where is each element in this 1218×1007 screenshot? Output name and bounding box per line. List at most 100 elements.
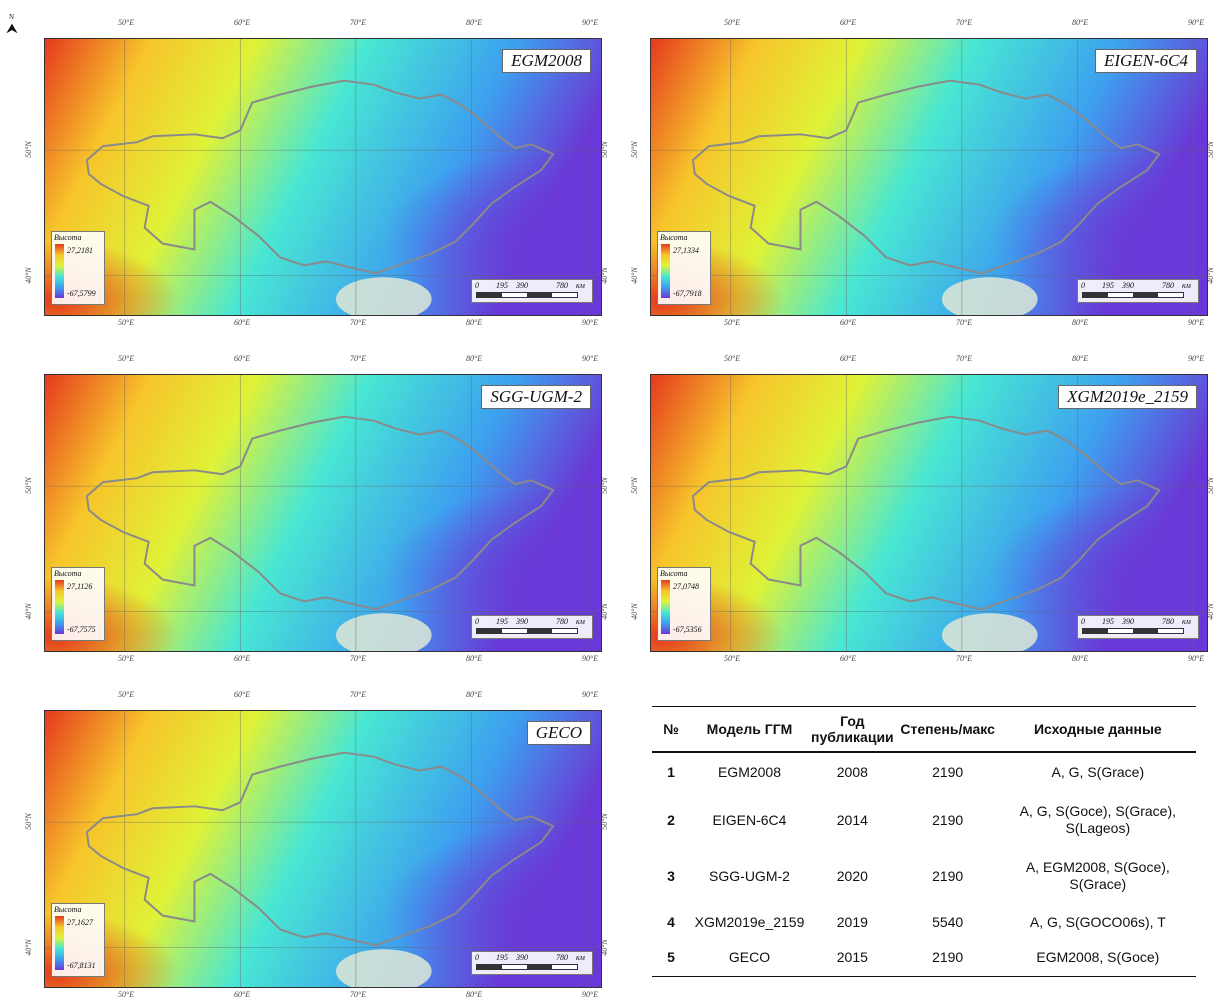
header-model: Модель ГГМ	[690, 706, 809, 753]
scale-label: км	[576, 953, 585, 962]
cell-degree: 2190	[895, 940, 1000, 977]
lat-tick-left: 50°N	[629, 477, 639, 494]
lon-tick-top: 50°E	[118, 690, 135, 699]
legend-min: -67,5799	[67, 289, 96, 298]
lon-tick-top: 70°E	[956, 354, 973, 363]
legend-max: 27,1627	[67, 918, 93, 927]
lon-tick-top: 60°E	[840, 354, 857, 363]
lon-tick-bottom: 50°E	[724, 318, 741, 327]
scale-label: 195	[1102, 617, 1114, 626]
lon-tick-top: 80°E	[466, 690, 483, 699]
cell-num: 3	[667, 867, 675, 884]
cell-num: 4	[667, 913, 675, 930]
lon-tick-bottom: 90°E	[1188, 318, 1205, 327]
lon-tick-top: 80°E	[466, 18, 483, 27]
scale-graphic	[1082, 292, 1184, 298]
lon-tick-top: 80°E	[1072, 354, 1089, 363]
lon-tick-bottom: 70°E	[350, 990, 367, 999]
north-glyph: ⮝	[6, 22, 18, 37]
lat-tick-left: 50°N	[23, 813, 33, 830]
scale-label: 0	[475, 281, 479, 290]
scale-label: 390	[1122, 617, 1134, 626]
legend-max: 27,0748	[673, 582, 699, 591]
scale-label: 195	[496, 953, 508, 962]
map-title: XGM2019e_2159	[1058, 385, 1197, 409]
legend-color-bar	[661, 244, 670, 298]
scale-label: 390	[516, 617, 528, 626]
lat-tick-right: 50°N	[599, 477, 609, 494]
height-legend: Высота 27,1627 -67,8131	[51, 903, 105, 977]
lon-tick-bottom: 80°E	[466, 654, 483, 663]
lat-tick-right: 50°N	[599, 813, 609, 830]
table-row: 2 EIGEN-6C4 2014 2190 A, G, S(Goce), S(G…	[652, 792, 1196, 848]
scale-label: 390	[1122, 281, 1134, 290]
table-row: 1 EGM2008 2008 2190 A, G, S(Grace)	[652, 752, 1196, 792]
geoid-surface	[45, 39, 601, 315]
scale-label: 195	[496, 281, 508, 290]
lat-tick-right: 40°N	[599, 603, 609, 620]
scale-label: 390	[516, 953, 528, 962]
scale-graphic	[476, 964, 578, 970]
cell-year: 2015	[809, 940, 896, 977]
lon-tick-top: 70°E	[956, 18, 973, 27]
north-arrow-icon: N ⮝	[6, 13, 18, 38]
geoid-surface	[45, 711, 601, 987]
legend-max: 27,1126	[67, 582, 93, 591]
table-row: 3 SGG-UGM-2 2020 2190 A, EGM2008, S(Goce…	[652, 848, 1196, 904]
lon-tick-bottom: 60°E	[234, 318, 251, 327]
lon-tick-top: 70°E	[350, 690, 367, 699]
legend-max: 27,2181	[67, 246, 93, 255]
cell-num: 1	[667, 764, 675, 780]
cell-degree: 2190	[932, 867, 964, 884]
lat-tick-right: 40°N	[599, 939, 609, 956]
lon-tick-top: 70°E	[350, 354, 367, 363]
geoid-map-3: SGG-UGM-2 Высота 27,1126 -67,7575 0 195 390 780…	[44, 374, 602, 652]
map-title: EIGEN-6C4	[1094, 49, 1197, 73]
legend-title: Высота	[660, 569, 688, 578]
scale-bar: 0 195 390 780 км	[471, 279, 593, 303]
header-source: Исходные данные	[999, 706, 1196, 753]
legend-color-bar	[55, 580, 64, 634]
lon-tick-bottom: 70°E	[956, 318, 973, 327]
cell-model: XGM2019e_2159	[694, 913, 805, 930]
lon-tick-bottom: 60°E	[234, 654, 251, 663]
lat-tick-left: 40°N	[629, 603, 639, 620]
map-title: SGG-UGM-2	[481, 385, 591, 409]
header-degree: Степень/макс	[895, 706, 1000, 753]
table-row: 5 GECO 2015 2190 EGM2008, S(Goce)	[652, 940, 1196, 977]
cell-model: EIGEN-6C4	[712, 811, 787, 828]
lon-tick-bottom: 60°E	[234, 990, 251, 999]
header-num: №	[652, 706, 690, 753]
lon-tick-top: 60°E	[234, 354, 251, 363]
legend-min: -67,5356	[673, 625, 702, 634]
height-legend: Высота 27,2181 -67,5799	[51, 231, 105, 305]
scale-label: 0	[1081, 617, 1085, 626]
cell-source: A, EGM2008, S(Goce), S(Grace)	[1025, 859, 1170, 892]
lon-tick-bottom: 90°E	[582, 654, 599, 663]
lon-tick-bottom: 80°E	[466, 318, 483, 327]
map-title: GECO	[526, 721, 591, 745]
lon-tick-bottom: 90°E	[582, 990, 599, 999]
cell-model: EGM2008	[717, 764, 782, 780]
lat-tick-left: 40°N	[629, 267, 639, 284]
cell-num: 5	[652, 940, 690, 977]
scale-label: 0	[475, 617, 479, 626]
scale-label: км	[576, 617, 585, 626]
lat-tick-left: 40°N	[23, 939, 33, 956]
lat-tick-left: 40°N	[23, 603, 33, 620]
legend-title: Высота	[54, 569, 82, 578]
lat-tick-left: 50°N	[23, 141, 33, 158]
scale-label: 195	[1102, 281, 1114, 290]
scale-label: 780	[556, 617, 568, 626]
lon-tick-bottom: 70°E	[350, 654, 367, 663]
cell-degree: 5540	[932, 913, 964, 930]
lat-tick-left: 50°N	[23, 477, 33, 494]
legend-min: -67,8131	[67, 961, 96, 970]
lat-tick-right: 40°N	[1205, 603, 1215, 620]
scale-label: 195	[496, 617, 508, 626]
cell-source: A, G, S(Grace)	[1051, 764, 1145, 780]
geoid-surface	[651, 375, 1207, 651]
legend-title: Высота	[54, 905, 82, 914]
legend-title: Высота	[54, 233, 82, 242]
geoid-map-1: EGM2008 Высота 27,2181 -67,5799 0 195 390 780 км	[44, 38, 602, 316]
